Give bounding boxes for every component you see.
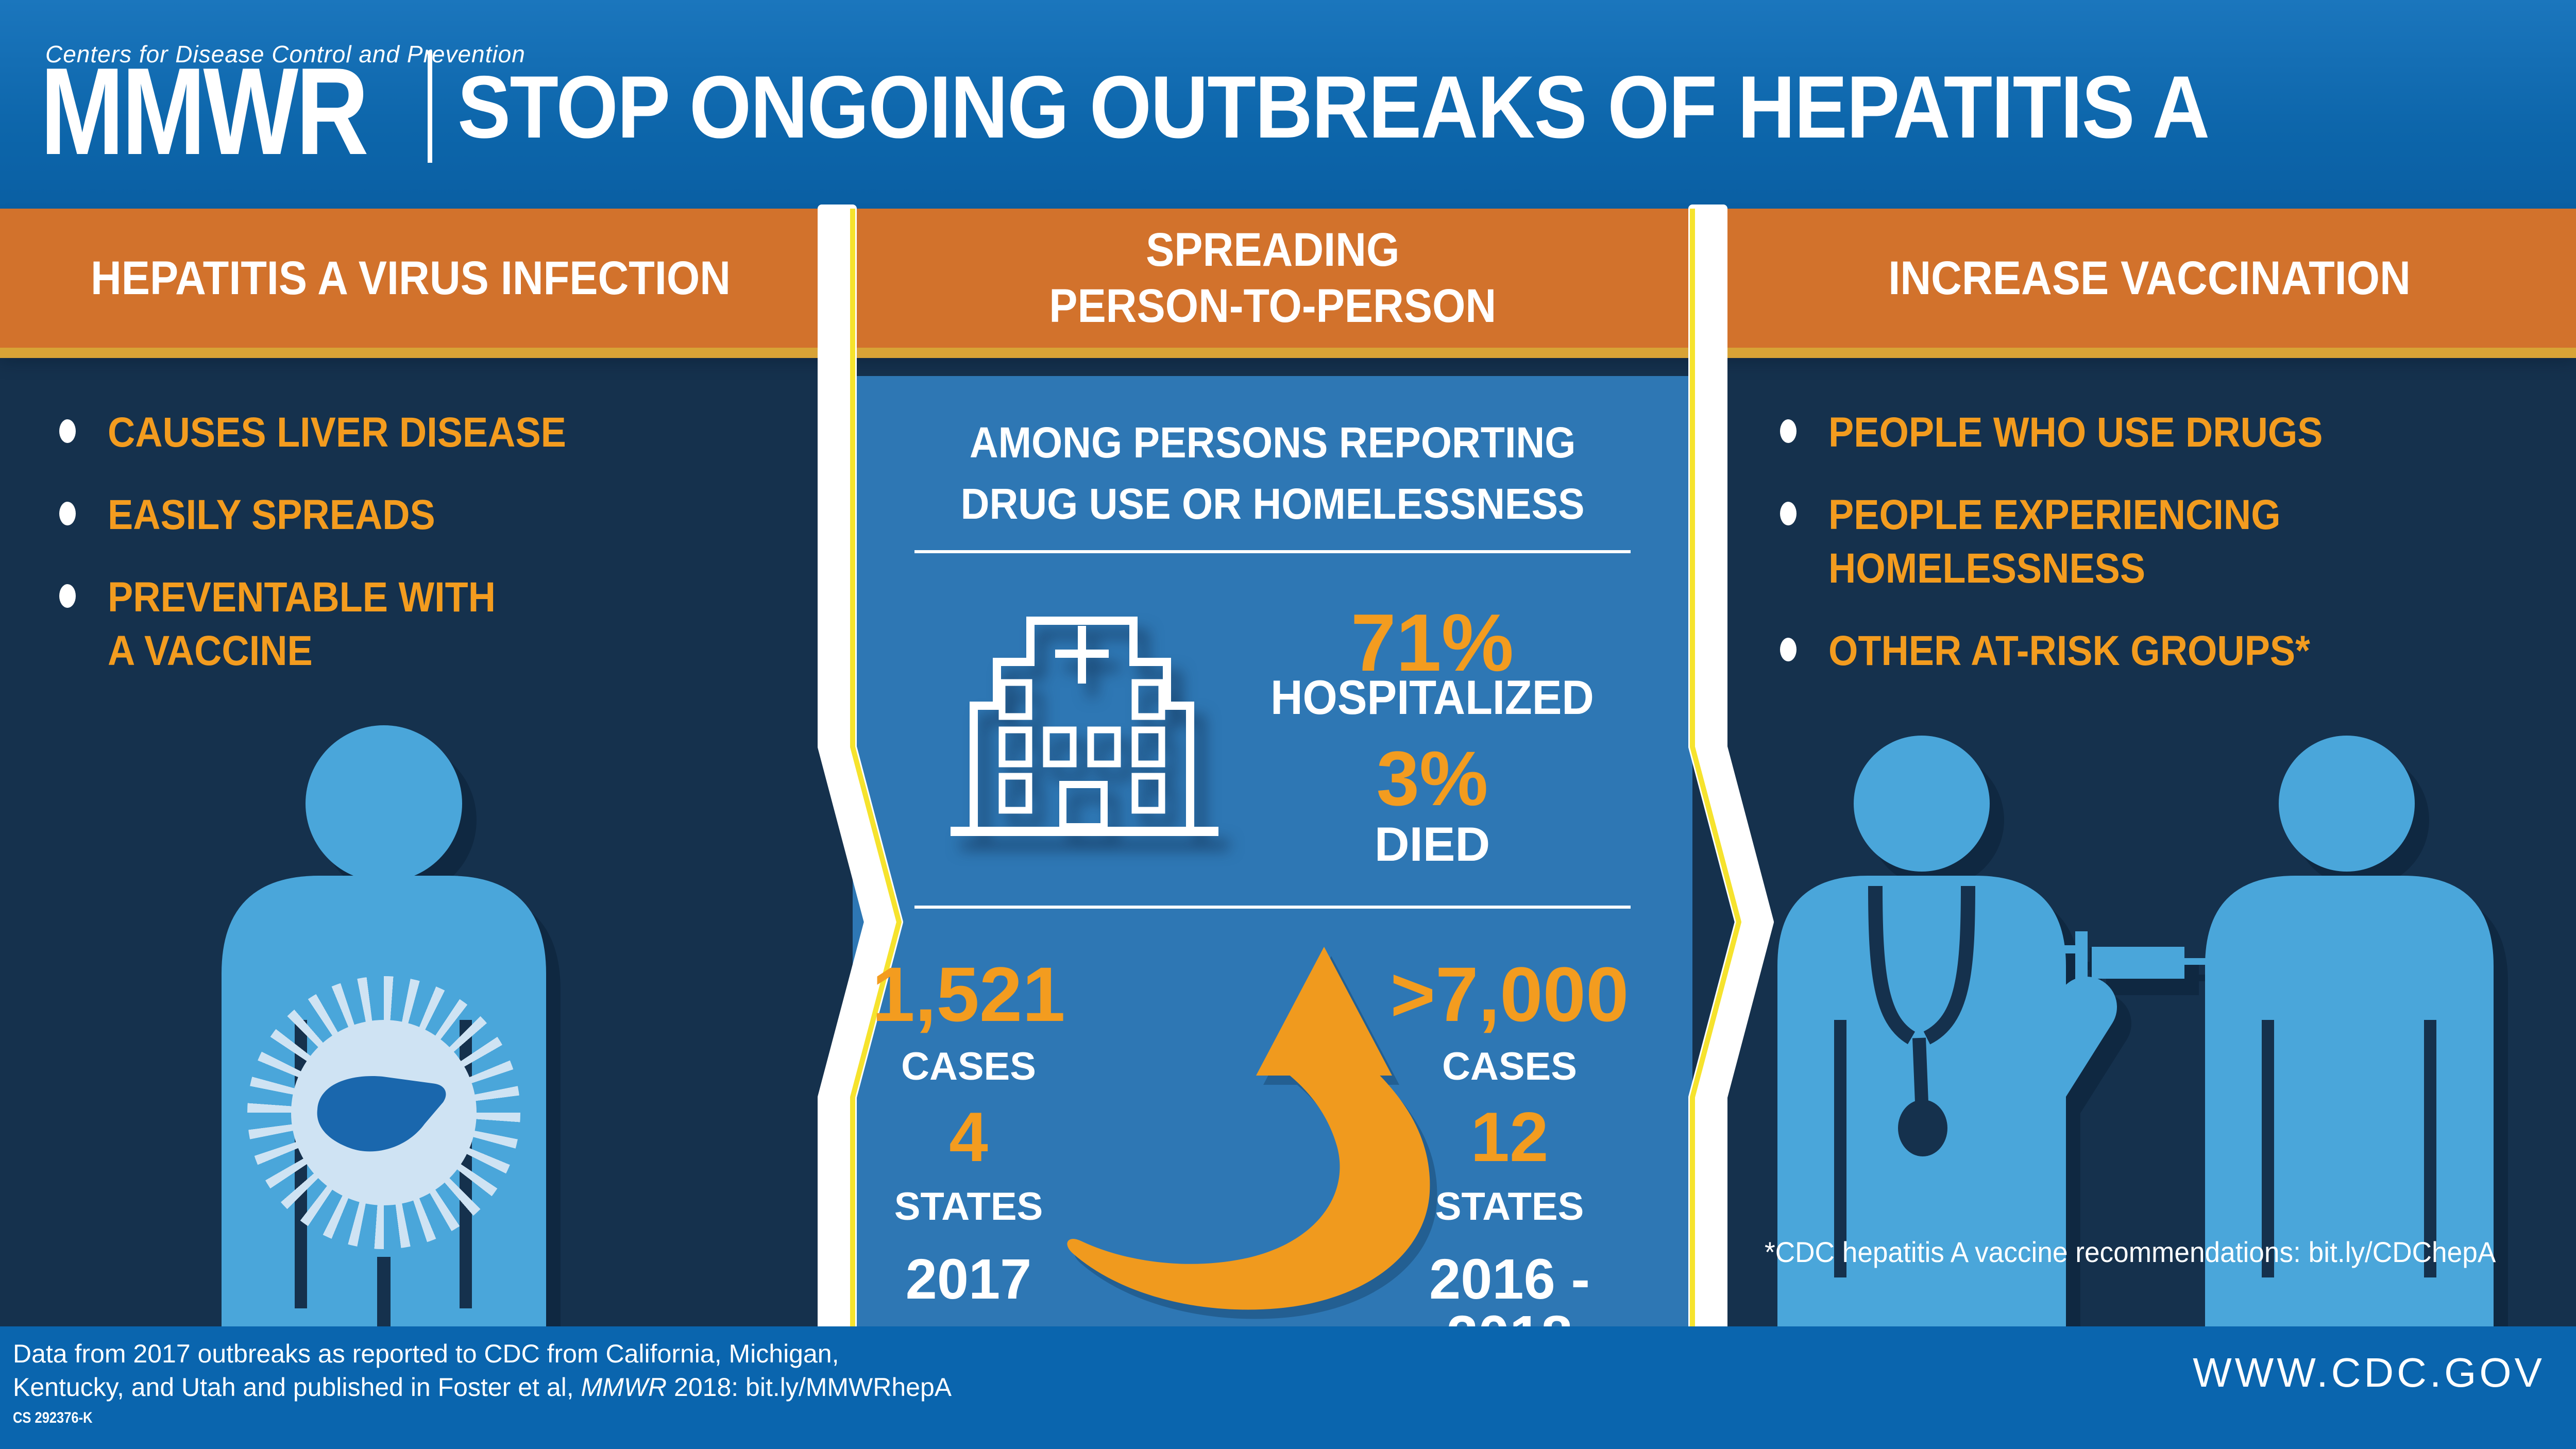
list-item: PEOPLE WHO USE DRUGS bbox=[1780, 406, 2563, 459]
gold-accent-strip bbox=[0, 348, 2576, 358]
cases-label: CASES bbox=[1442, 1045, 1577, 1088]
agency-name: Centers for Disease Control and Preventi… bbox=[45, 41, 526, 67]
states-label: STATES bbox=[1435, 1185, 1584, 1229]
bullet-dot-icon bbox=[59, 419, 76, 443]
middle-panel bbox=[853, 376, 1692, 1326]
page-title: STOP ONGOING OUTBREAKS OF HEPATITIS A bbox=[457, 45, 2544, 169]
source-line1: Data from 2017 outbreaks as reported to … bbox=[13, 1339, 839, 1368]
vaccine-recommendations-footnote: *CDC hepatitis A vaccine recommendations… bbox=[1765, 1236, 2496, 1268]
patient-silhouette-icon bbox=[2205, 736, 2494, 1326]
column-header-band bbox=[0, 209, 2576, 348]
hospital-building-icon bbox=[951, 617, 1218, 836]
states-label: STATES bbox=[894, 1185, 1043, 1229]
bullet-dot-icon bbox=[59, 584, 76, 608]
syringe-icon bbox=[2053, 931, 2231, 989]
page-title-text: STOP ONGOING OUTBREAKS OF HEPATITIS A bbox=[457, 58, 2210, 157]
right-column-heading: INCREASE VACCINATION bbox=[1888, 251, 2411, 304]
footer-bar bbox=[0, 1326, 2576, 1449]
middle-column-heading: SPREADING PERSON-TO-PERSON bbox=[1049, 224, 1496, 332]
source-line2-pre: Kentucky, and Utah and published in Fost… bbox=[13, 1373, 581, 1402]
list-item: PEOPLE EXPERIENCING HOMELESSNESS bbox=[1780, 488, 2563, 595]
hospitalized-label: HOSPITALIZED bbox=[1270, 670, 1594, 724]
stethoscope-icon bbox=[1868, 885, 1975, 1156]
bullet-dot-icon bbox=[1780, 419, 1797, 443]
source-line2-journal: MMWR bbox=[581, 1373, 667, 1402]
period-label: 2017 bbox=[905, 1248, 1032, 1311]
right-bullet-list: PEOPLE WHO USE DRUGS PEOPLE EXPERIENCING… bbox=[1780, 406, 2563, 678]
doctor-with-stethoscope-icon bbox=[1777, 736, 2494, 1326]
bullet-dot-icon bbox=[1780, 638, 1797, 662]
logo-divider bbox=[428, 50, 432, 163]
cases-count: >7,000 bbox=[1390, 951, 1629, 1037]
doctor-arm bbox=[1981, 977, 2117, 1156]
upward-swoosh-arrow-icon bbox=[1067, 947, 1430, 1310]
left-column-heading: HEPATITIS A VIRUS INFECTION bbox=[91, 251, 731, 304]
publication-code: CS 292376-K bbox=[13, 1409, 93, 1426]
bullet-dot-icon bbox=[59, 502, 76, 526]
liver-icon bbox=[317, 1076, 446, 1152]
data-source-note: Data from 2017 outbreaks as reported to … bbox=[13, 1337, 1352, 1404]
bullet-dot-icon bbox=[1780, 502, 1797, 526]
cases-label: CASES bbox=[901, 1045, 1036, 1088]
person-silhouette-icon bbox=[222, 725, 546, 1326]
cases-count: 1,521 bbox=[872, 951, 1065, 1037]
outbreak-2017-stats: 1,521 CASES 4 STATES 2017 bbox=[866, 956, 1072, 1308]
mmwr-logo: MMWR bbox=[40, 42, 369, 181]
list-item: OTHER AT-RISK GROUPS* bbox=[1780, 624, 2563, 678]
list-item: CAUSES LIVER DISEASE bbox=[59, 406, 796, 459]
cdc-website-url: WWW.CDC.GOV bbox=[2193, 1350, 2545, 1395]
states-count: 4 bbox=[949, 1098, 988, 1176]
doctor-head bbox=[1854, 736, 1990, 872]
middle-subtitle: AMONG PERSONS REPORTING DRUG USE OR HOME… bbox=[960, 418, 1585, 529]
divider bbox=[914, 550, 1631, 553]
outbreak-2016-2018-stats: >7,000 CASES 12 STATES 2016 - 2018 bbox=[1391, 956, 1629, 1365]
hospitalized-percentage: 71% bbox=[1350, 598, 1514, 688]
left-bullet-list: CAUSES LIVER DISEASE EASILY SPREADS PREV… bbox=[59, 406, 796, 678]
list-item: EASILY SPREADS bbox=[59, 488, 796, 542]
died-percentage: 3% bbox=[1376, 735, 1488, 822]
died-label: DIED bbox=[1374, 817, 1490, 871]
source-line2-post: 2018: bit.ly/MMWRhepA bbox=[667, 1373, 952, 1402]
list-item: PREVENTABLE WITH A VACCINE bbox=[59, 571, 796, 678]
header-bar: Centers for Disease Control and Preventi… bbox=[0, 0, 2576, 209]
states-count: 12 bbox=[1470, 1098, 1549, 1176]
divider bbox=[914, 906, 1631, 909]
right-band-yellow-edge bbox=[1690, 209, 1741, 1326]
